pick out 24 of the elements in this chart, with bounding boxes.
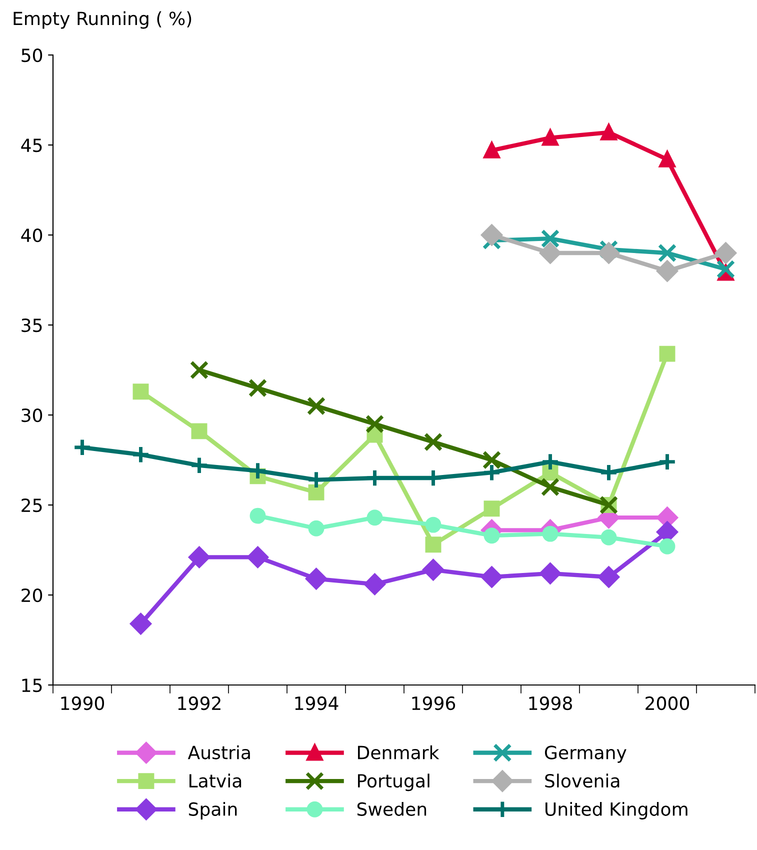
x-tick-label: 1998 [529,696,572,710]
legend-label: Portugal [358,774,430,792]
legend-label: Spain [188,802,237,820]
y-tick-label: 35 [22,318,42,332]
legend-label: Austria [188,745,250,760]
x-tick-label: 1990 [61,696,104,710]
y-tick-label: 45 [21,138,42,152]
legend-label: Slovenia [545,774,620,788]
y-tick-label: 50 [22,48,42,62]
y-tick-label: 40 [21,228,42,242]
y-axis-title: Empty Running ( %) [14,11,192,29]
x-tick-label: 1992 [178,696,220,710]
y-tick-label: 30 [22,408,42,422]
y-tick-label: 20 [22,588,42,602]
legend-label: Germany [544,746,626,763]
legend-label: Sweden [357,802,426,816]
legend-label: United Kingdom [546,802,688,820]
legend-label: Denmark [358,745,440,760]
legend-label: Latvia [190,774,242,788]
x-tick-label: 1994 [295,696,338,710]
y-tick-label: 15 [22,678,42,692]
y-tick-label: 25 [22,498,42,512]
x-tick-label: 2000 [646,696,690,710]
x-tick-label: 1996 [412,696,456,710]
